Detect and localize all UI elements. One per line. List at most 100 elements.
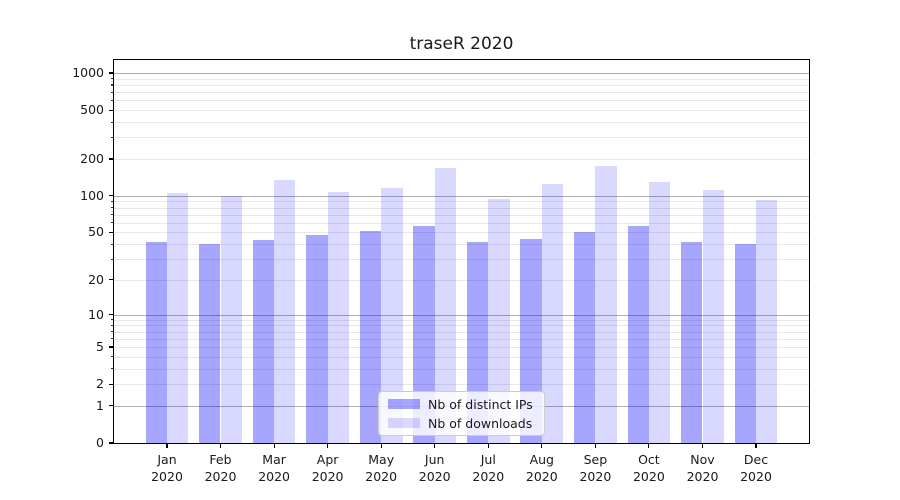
bar-downloads — [648, 181, 671, 443]
chart-title: traseR 2020 — [409, 34, 514, 54]
minor-gridline — [114, 110, 809, 112]
minor-gridline — [114, 232, 809, 234]
y-axis-minor-tick — [110, 121, 113, 123]
minor-gridline — [114, 244, 809, 246]
y-axis-label: 50 — [88, 224, 104, 240]
x-axis-tick — [755, 444, 757, 449]
bar-downloads — [488, 199, 510, 443]
minor-gridline — [114, 331, 809, 333]
minor-gridline — [114, 92, 809, 94]
y-axis-label: 100 — [80, 187, 104, 203]
x-axis-label-month: Oct — [638, 452, 660, 467]
y-axis-label: 0 — [96, 435, 104, 451]
major-gridline — [114, 314, 809, 316]
x-axis-label-year: 2020 — [258, 469, 290, 485]
x-axis-tick — [434, 444, 436, 449]
y-axis-minor-tick — [110, 222, 113, 224]
x-axis-label: Nov 2020 — [687, 451, 719, 486]
x-axis-label-year: 2020 — [740, 469, 772, 485]
bar-downloads — [220, 195, 242, 443]
y-axis-tick — [108, 405, 113, 407]
x-axis-tick — [487, 444, 489, 449]
y-axis-minor-tick — [110, 200, 113, 203]
x-axis-label-month: Aug — [529, 452, 554, 467]
x-axis-label-month: May — [368, 452, 395, 467]
x-axis-label: Aug 2020 — [526, 451, 558, 486]
x-axis-label-year: 2020 — [311, 469, 344, 485]
y-axis-tick — [108, 346, 113, 348]
bar-distinct-ips — [627, 225, 649, 443]
x-axis-label-year: 2020 — [632, 469, 665, 485]
x-axis-label: Dec 2020 — [740, 451, 772, 486]
bar-distinct-ips — [359, 231, 382, 443]
bar-distinct-ips — [734, 244, 756, 443]
x-axis-label-year: 2020 — [204, 469, 237, 485]
y-axis-minor-tick — [110, 91, 113, 93]
minor-gridline — [114, 137, 809, 139]
x-axis-tick — [273, 444, 275, 449]
bar-distinct-ips — [413, 225, 435, 443]
x-axis-label-month: Jul — [480, 452, 496, 467]
bar-distinct-ips — [252, 240, 275, 443]
minor-gridline — [114, 222, 809, 224]
bar-distinct-ips — [199, 244, 221, 443]
x-axis-label: Apr 2020 — [312, 451, 344, 486]
y-axis-label: 200 — [80, 151, 104, 167]
major-gridline — [114, 73, 809, 74]
x-axis-tick — [594, 444, 596, 449]
minor-gridline — [114, 279, 809, 281]
y-axis-tick — [108, 314, 113, 316]
legend-entry: Nb of distinct IPs — [388, 397, 544, 412]
bar-downloads — [756, 200, 778, 443]
minor-gridline — [114, 368, 809, 370]
bar-distinct-ips — [145, 241, 167, 443]
y-axis-label: 1000 — [72, 65, 104, 81]
y-axis-tick — [108, 383, 113, 385]
minor-gridline — [114, 207, 809, 209]
y-axis-minor-tick — [110, 78, 113, 80]
legend-label: Nb of downloads — [428, 415, 533, 431]
y-axis-minor-tick — [110, 319, 113, 321]
x-axis-label: Feb 2020 — [205, 451, 237, 486]
y-axis-minor-tick — [110, 243, 113, 245]
minor-gridline — [114, 384, 809, 386]
major-gridline — [114, 195, 809, 197]
minor-gridline — [114, 100, 809, 102]
y-axis-tick — [108, 442, 113, 444]
x-axis-label: May 2020 — [365, 451, 397, 486]
x-axis-tick — [380, 444, 382, 449]
x-axis-tick — [541, 444, 543, 449]
x-axis-label-month: Mar — [262, 452, 286, 467]
y-axis-tick — [108, 231, 113, 233]
y-axis-minor-tick — [110, 136, 113, 139]
y-axis-minor-tick — [110, 356, 113, 358]
x-axis-tick — [219, 444, 222, 449]
x-axis-label-year: 2020 — [365, 469, 398, 485]
x-axis-label: Mar 2020 — [258, 451, 290, 486]
x-axis-label-year: 2020 — [686, 469, 719, 485]
minor-gridline — [114, 78, 809, 80]
x-axis-tick — [327, 444, 329, 449]
y-axis-minor-tick — [110, 84, 113, 86]
bar-distinct-ips — [681, 241, 703, 443]
y-axis-label: 500 — [80, 102, 104, 118]
minor-gridline — [114, 356, 809, 358]
x-axis-label-month: Sep — [583, 452, 608, 467]
bar-downloads — [381, 188, 403, 443]
x-axis-label-year: 2020 — [472, 469, 505, 485]
plot-area: 1000 500 200 100 50 20 10 5 2 1 0 Jan 2020 Feb 2020 Mar… — [72, 59, 810, 484]
bar-downloads — [595, 166, 617, 443]
y-axis-minor-tick — [110, 207, 113, 209]
x-axis-label-month: Feb — [209, 452, 232, 467]
x-axis-tick — [166, 444, 168, 449]
x-axis-label-month: Dec — [743, 452, 769, 467]
legend-swatch-distinct-ips — [388, 399, 420, 409]
x-axis-label-month: Jun — [424, 452, 445, 467]
y-axis-minor-tick — [110, 338, 113, 340]
x-axis-label: Oct 2020 — [633, 451, 665, 486]
bar-downloads — [702, 189, 724, 443]
y-axis-tick — [108, 72, 113, 74]
y-axis-tick — [108, 279, 113, 281]
minor-gridline — [114, 338, 809, 340]
